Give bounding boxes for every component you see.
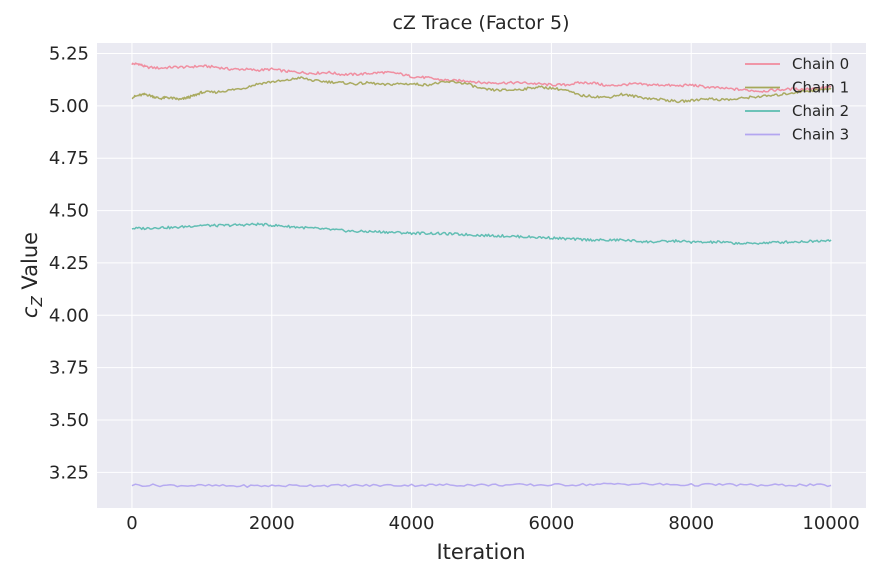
y-tick-label: 5.00	[49, 96, 89, 117]
y-axis-label-subscript: Z	[28, 296, 46, 308]
x-tick-label: 6000	[529, 513, 575, 534]
y-tick-label: 4.25	[49, 253, 89, 274]
series-lines	[131, 62, 832, 488]
legend-label: Chain 3	[792, 126, 849, 144]
y-tick-label: 3.25	[49, 462, 89, 483]
y-tick-label: 5.25	[49, 43, 89, 64]
legend-label: Chain 2	[792, 102, 849, 120]
plot-area	[97, 43, 866, 508]
x-tick-label: 2000	[249, 513, 295, 534]
chart-title: cZ Trace (Factor 5)	[392, 12, 569, 34]
y-tick-label: 4.50	[49, 201, 89, 222]
legend-label: Chain 0	[792, 55, 849, 73]
x-tick-label: 0	[126, 513, 137, 534]
series-line-chain-2	[131, 222, 832, 245]
series-line-chain-3	[131, 482, 832, 488]
x-tick-label: 8000	[668, 513, 714, 534]
y-tick-labels: 3.25 3.50 3.75 4.00 4.25 4.50 4.75 5.00 5.25	[49, 43, 89, 483]
x-tick-labels: 0 2000 4000 6000 8000 10000	[126, 513, 859, 534]
y-axis-label: cZ Value	[18, 232, 46, 318]
legend-label: Chain 1	[792, 79, 849, 97]
x-tick-label: 4000	[389, 513, 435, 534]
y-axis-label-symbol: c	[18, 306, 42, 318]
x-tick-label: 10000	[802, 513, 859, 534]
y-tick-label: 3.75	[49, 358, 89, 379]
y-tick-label: 4.75	[49, 148, 89, 169]
series-line-chain-0	[131, 62, 832, 93]
y-tick-label: 3.50	[49, 410, 89, 431]
y-axis-label-text: Value	[18, 232, 42, 296]
series-line-chain-1	[131, 76, 832, 104]
legend: Chain 0 Chain 1 Chain 2 Chain 3	[745, 55, 849, 144]
y-tick-label: 4.00	[49, 305, 89, 326]
x-axis-label: Iteration	[436, 540, 525, 564]
grid	[97, 43, 866, 508]
